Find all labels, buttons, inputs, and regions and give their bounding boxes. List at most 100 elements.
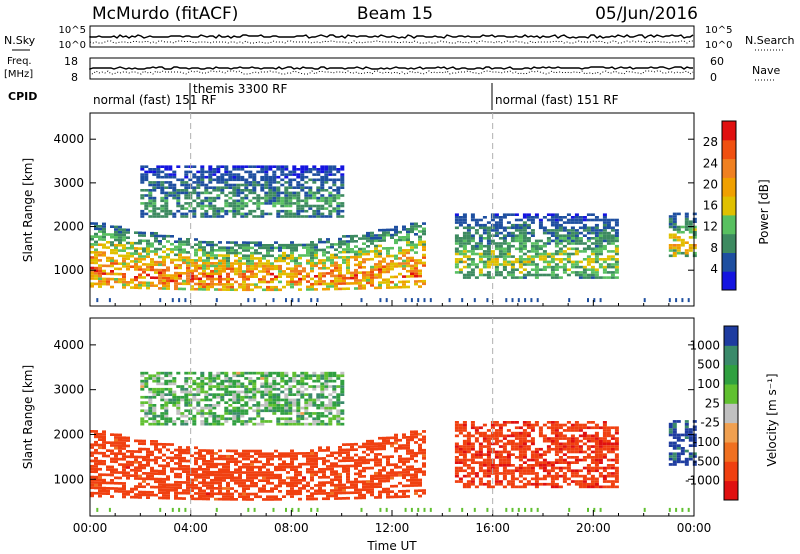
velocity-cell [334,464,338,468]
velocity-cell [382,442,386,445]
velocity-cell [102,486,106,490]
power-cell [248,170,253,174]
power-cell [214,249,218,252]
power-cell [458,221,463,224]
freq-line [89,66,693,70]
power-cell [182,279,186,283]
power-cell [602,244,607,248]
power-cell [574,252,579,256]
velocity-cell [280,371,285,375]
velocity-cell [382,479,386,483]
velocity-cell [158,496,162,500]
velocity-cell [126,476,130,480]
velocity-cell [214,476,218,479]
power-cell [304,196,309,200]
power-cell [94,235,98,238]
velocity-cell [518,458,523,462]
power-cell [216,209,221,213]
power-cell [358,287,362,290]
power-cell [346,269,350,272]
power-cell [672,246,677,250]
velocity-cell [290,452,294,455]
power-cell [354,250,358,254]
power-cell [406,269,410,273]
power-cell [462,260,467,264]
power-cell [166,279,170,283]
power-cell [546,218,551,222]
velocity-cell [158,485,162,489]
velocity-cell [198,494,202,498]
power-cell [142,281,146,284]
power-cell [466,263,471,266]
power-cell [290,243,294,247]
velocity-cell [406,470,410,474]
power-cell [672,217,677,221]
power-cell [362,273,366,277]
velocity-cell [378,485,382,488]
power-cell [140,173,145,176]
power-cell [166,274,170,277]
velocity-cell [262,455,266,458]
velocity-cell [558,431,563,435]
power-cell [274,246,278,250]
power-cell [385,298,388,303]
power-cell [466,237,471,240]
power-cell [108,298,111,303]
power-cell [506,234,511,237]
power-cell [294,262,298,265]
power-cell [534,265,539,269]
power-cell [338,269,342,272]
power-cell [574,271,579,274]
velocity-cell [162,469,166,473]
power-cell [222,277,226,281]
velocity-cell [458,461,463,464]
power-cell [246,257,250,260]
velocity-cell [538,453,543,456]
power-cell [422,282,426,286]
velocity-cell [98,473,102,476]
power-cell [202,264,206,268]
velocity-cell [294,465,298,469]
velocity-cell [298,452,302,455]
velocity-cell [186,470,190,474]
velocity-cell [336,398,341,402]
velocity-cell [546,426,551,430]
velocity-cell [98,486,102,490]
power-cell [126,283,130,287]
velocity-cell [148,395,153,399]
velocity-cell [318,489,322,493]
power-cell [272,199,277,203]
velocity-cell [192,417,197,421]
velocity-cell [474,453,479,456]
power-cell [502,268,507,271]
velocity-cell [90,491,94,495]
velocity-cell [262,484,266,488]
power-cell [374,263,378,266]
velocity-cell [474,474,479,478]
power-cell [466,265,471,269]
power-cell [668,246,673,250]
power-cell [687,298,690,303]
velocity-cell [246,476,250,480]
velocity-cell [152,412,157,415]
power-cell [202,251,206,254]
velocity-cell [346,443,350,446]
power-cell [154,232,158,235]
power-cell [184,165,189,168]
velocity-cell [566,450,571,454]
power-cell [486,276,491,279]
power-cell [320,199,325,203]
velocity-cell [328,393,333,396]
velocity-cell [204,390,209,394]
velocity-cell [462,434,467,438]
velocity-cell [346,480,350,484]
velocity-cell [506,442,511,446]
power-cell [266,259,270,263]
velocity-cell [102,454,106,458]
power-cell [202,282,206,286]
power-cell [300,173,305,176]
power-cell [562,268,567,271]
power-cell [284,194,289,197]
velocity-cell [312,404,317,407]
power-cell [482,250,487,253]
